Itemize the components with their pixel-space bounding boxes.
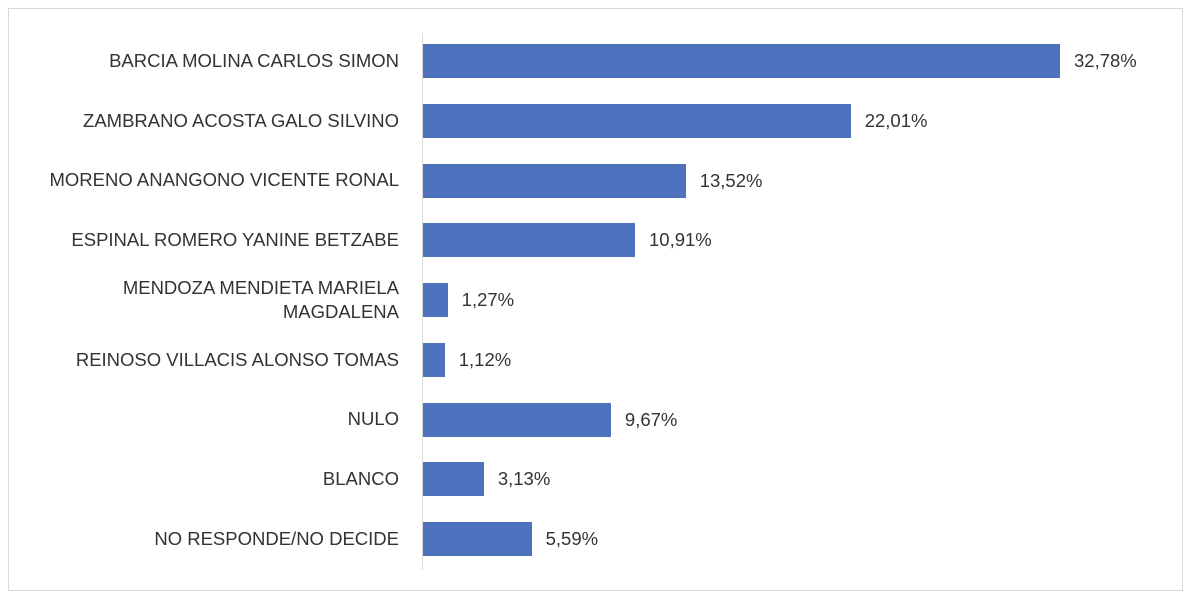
category-label: BARCIA MOLINA CARLOS SIMON bbox=[109, 49, 399, 71]
category-label: REINOSO VILLACIS ALONSO TOMAS bbox=[75, 348, 399, 370]
category-label: BLANCO bbox=[322, 468, 399, 490]
category-label: NULO bbox=[347, 408, 399, 430]
data-label: 3,13% bbox=[497, 468, 551, 490]
data-label: 5,59% bbox=[545, 528, 599, 549]
bar bbox=[423, 44, 1060, 78]
bar bbox=[423, 402, 611, 437]
data-label: 10,91% bbox=[649, 229, 712, 251]
category-label: ZAMBRANO ACOSTA GALO SILVINO bbox=[83, 109, 399, 131]
bar bbox=[423, 283, 448, 317]
chart-frame bbox=[8, 8, 1183, 591]
data-label: 13,52% bbox=[699, 169, 763, 191]
data-label: 1,27% bbox=[461, 289, 515, 310]
bar bbox=[423, 522, 532, 556]
data-label: 9,67% bbox=[624, 408, 678, 430]
category-label: MORENO ANANGONO VICENTE RONAL bbox=[49, 169, 400, 191]
bar bbox=[423, 163, 686, 198]
data-label: 1,12% bbox=[458, 348, 512, 370]
category-label: MENDOZA MENDIETA MARIELA MAGDALENA bbox=[122, 276, 399, 322]
data-label: 32,78% bbox=[1074, 50, 1137, 71]
bar bbox=[423, 223, 635, 258]
category-label: ESPINAL ROMERO YANINE BETZABE bbox=[71, 229, 399, 251]
bar bbox=[423, 103, 851, 138]
data-label: 22,01% bbox=[864, 109, 928, 131]
bar bbox=[423, 342, 445, 377]
category-label: NO RESPONDE/NO DECIDE bbox=[154, 527, 399, 549]
category-axis bbox=[422, 33, 423, 570]
bar bbox=[423, 462, 484, 497]
